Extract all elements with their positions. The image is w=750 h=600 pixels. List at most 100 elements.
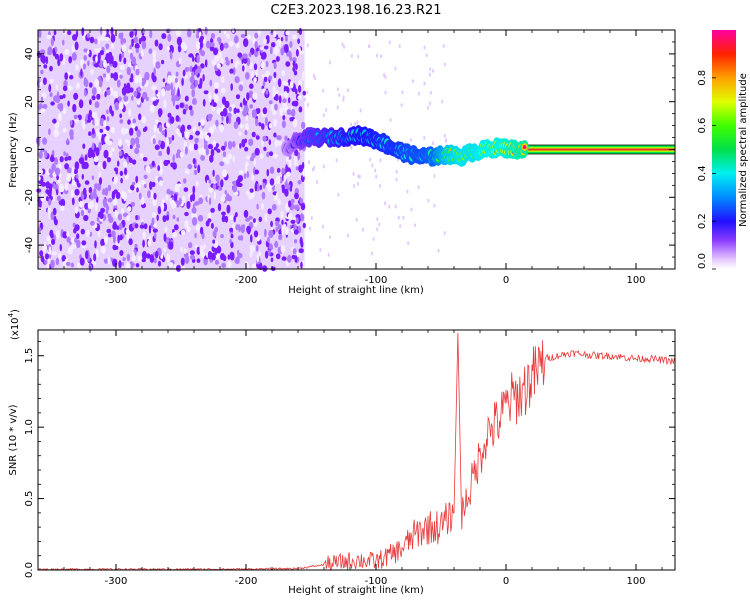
- snr-frame: [37, 329, 676, 571]
- noise-blob: [215, 174, 220, 182]
- noise-blob: [88, 99, 92, 105]
- noise-blob: [107, 233, 112, 238]
- x-tick-label: 0: [503, 275, 509, 286]
- noise-blob: [230, 58, 234, 64]
- noise-blob: [294, 192, 299, 200]
- noise-blob: [111, 110, 114, 117]
- noise-blob: [276, 135, 282, 140]
- noise-blob: [281, 69, 286, 77]
- noise-blob: [94, 101, 100, 109]
- noise-blob: [239, 143, 242, 149]
- noise-blob: [66, 231, 70, 238]
- noise-blob: [286, 109, 292, 115]
- noise-blob: [140, 35, 147, 42]
- noise-blob: [99, 212, 104, 220]
- noise-blob: [246, 190, 251, 196]
- noise-blob: [112, 258, 118, 267]
- noise-blob: [293, 229, 299, 235]
- noise-blob: [92, 119, 96, 126]
- noise-blob: [45, 181, 51, 189]
- noise-blob: [263, 76, 268, 83]
- noise-blob: [267, 208, 272, 215]
- noise-blob: [83, 214, 89, 222]
- noise-blob: [163, 233, 167, 242]
- noise-blob: [66, 138, 69, 146]
- snr-multiplier-close: ): [10, 309, 21, 313]
- noise-blob: [243, 209, 249, 218]
- noise-blob: [48, 246, 52, 255]
- noise-blob: [152, 197, 157, 207]
- noise-blob: [232, 67, 236, 76]
- noise-blob: [279, 107, 284, 114]
- noise-blob: [228, 106, 232, 112]
- noise-blob: [203, 143, 208, 150]
- noise-blob: [152, 50, 156, 59]
- noise-blob: [186, 201, 191, 209]
- noise-blob: [274, 139, 279, 148]
- noise-blob: [217, 181, 220, 187]
- noise-blob: [44, 150, 48, 159]
- noise-blob: [214, 88, 219, 94]
- noise-blob: [272, 109, 277, 116]
- noise-blob: [300, 202, 306, 211]
- noise-blob: [356, 120, 359, 125]
- noise-blob: [258, 262, 263, 271]
- noise-blob: [274, 240, 279, 248]
- noise-blob: [353, 184, 355, 189]
- noise-blob: [223, 42, 229, 49]
- noise-blob: [84, 180, 90, 185]
- noise-blob: [152, 75, 157, 83]
- noise-blob: [105, 207, 109, 215]
- noise-blob: [102, 73, 107, 78]
- noise-blob: [297, 95, 303, 100]
- noise-blob: [36, 188, 42, 193]
- noise-blob: [239, 106, 242, 112]
- noise-blob: [256, 203, 259, 210]
- noise-blob: [233, 215, 236, 223]
- snr-x-axis-label: Height of straight line (km): [288, 585, 424, 596]
- noise-blob: [229, 227, 234, 232]
- noise-blob: [128, 49, 133, 54]
- noise-blob: [165, 214, 170, 221]
- noise-blob: [59, 53, 64, 62]
- noise-blob: [129, 127, 134, 136]
- noise-blob: [338, 93, 341, 98]
- noise-blob: [219, 42, 224, 52]
- noise-blob: [197, 83, 203, 89]
- noise-blob: [186, 28, 192, 38]
- noise-blob: [177, 88, 180, 97]
- noise-blob: [192, 158, 196, 165]
- noise-blob: [210, 207, 215, 213]
- noise-blob: [127, 119, 131, 125]
- noise-blob: [441, 99, 444, 104]
- noise-blob: [271, 204, 277, 211]
- noise-blob: [199, 42, 204, 49]
- snr-ticks: -300 -200 -100 0 100 0.0 0.5 1.0 1.5: [24, 330, 675, 587]
- noise-blob: [284, 81, 289, 87]
- noise-blob: [198, 197, 204, 205]
- noise-blob: [298, 248, 304, 254]
- noise-blob: [140, 50, 144, 57]
- noise-blob: [273, 132, 277, 138]
- noise-blob: [125, 228, 130, 235]
- noise-blob: [123, 193, 127, 202]
- noise-blob: [193, 143, 199, 151]
- noise-blob: [81, 173, 85, 180]
- noise-blob: [264, 213, 268, 223]
- noise-blob: [166, 122, 171, 129]
- noise-blob: [58, 252, 62, 260]
- noise-blob: [292, 34, 298, 40]
- noise-blob: [362, 227, 364, 232]
- noise-blob: [192, 55, 195, 63]
- noise-blob: [222, 157, 228, 163]
- noise-blob: [220, 179, 224, 188]
- noise-blob: [254, 169, 260, 175]
- noise-blob: [234, 258, 240, 264]
- y-tick-label: 0.5: [24, 491, 35, 507]
- noise-blob: [108, 150, 113, 158]
- noise-blob: [313, 165, 316, 170]
- noise-blob: [74, 41, 79, 51]
- noise-blob: [149, 254, 155, 263]
- noise-blob: [108, 51, 113, 58]
- snr-y-axis-label: SNR (10 * v/v): [8, 404, 19, 475]
